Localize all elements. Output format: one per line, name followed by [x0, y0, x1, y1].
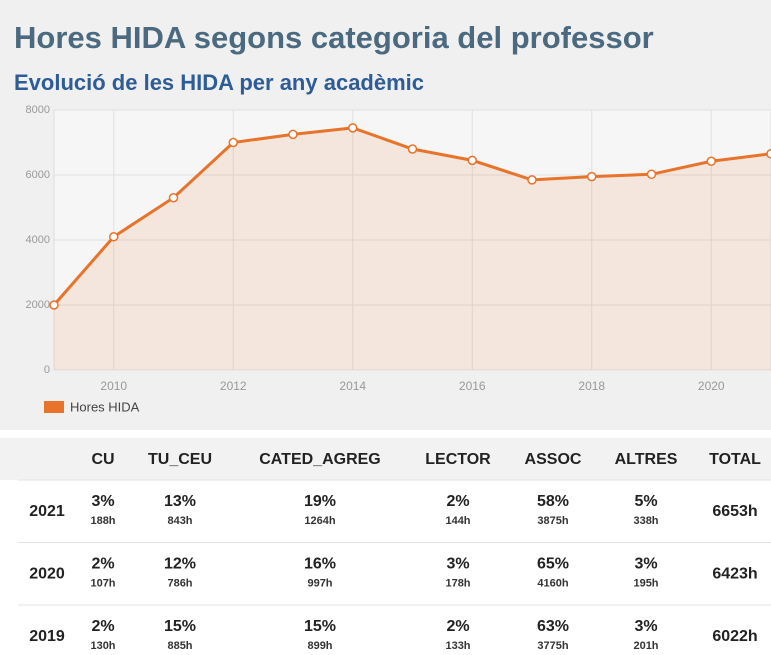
cell-hours: 133h: [445, 640, 470, 652]
cell-hours: 188h: [90, 515, 115, 527]
cell-pct: 2%: [91, 618, 114, 635]
table-header-bg: [0, 438, 771, 480]
area: [54, 127, 771, 370]
point: [407, 144, 418, 154]
column-header: TU_CEU: [148, 451, 212, 468]
point: [587, 171, 597, 182]
cell-hours: 3875h: [537, 515, 568, 527]
cell-pct: 15%: [164, 618, 196, 635]
cell-hours: 195h: [633, 577, 658, 589]
point: [467, 155, 477, 166]
cell-hours: 201h: [633, 640, 658, 652]
point: [646, 169, 657, 180]
x-tick-label: 2016: [459, 379, 486, 393]
row-total: 6653h: [712, 503, 757, 520]
point: [527, 175, 537, 185]
cell-pct: 3%: [91, 493, 114, 510]
page-title: Hores HIDA segons categoria del professo…: [14, 20, 654, 55]
row-year: 2020: [29, 566, 65, 583]
column-header: ASSOC: [525, 451, 582, 468]
point: [49, 300, 59, 310]
cell-pct: 16%: [304, 556, 336, 573]
row-year: 2019: [29, 628, 65, 645]
y-tick-label: 4000: [26, 234, 50, 246]
cell-hours: 997h: [307, 577, 332, 589]
row-total: 6423h: [712, 566, 757, 583]
column-header: CATED_AGREG: [259, 451, 381, 468]
cell-hours: 144h: [445, 515, 470, 527]
column-header: ALTRES: [615, 451, 678, 468]
chart-title: Evolució de les HIDA per any acadèmic: [14, 70, 424, 95]
x-tick-label: 2012: [220, 379, 247, 393]
cell-pct: 19%: [304, 493, 336, 510]
legend-swatch: [44, 401, 64, 413]
column-header: LECTOR: [425, 451, 491, 468]
point: [348, 123, 358, 133]
y-tick-label: 6000: [26, 169, 50, 181]
cell-hours: 3775h: [537, 640, 568, 652]
cell-pct: 12%: [164, 556, 196, 573]
cell-hours: 1264h: [304, 515, 335, 527]
point: [228, 137, 238, 148]
cell-hours: 338h: [633, 515, 658, 527]
cell-hours: 178h: [445, 577, 470, 589]
cell-pct: 58%: [537, 493, 569, 510]
cell-hours: 843h: [167, 515, 192, 527]
legend-label: Hores HIDA: [70, 399, 140, 414]
cell-pct: 3%: [446, 556, 469, 573]
cell-hours: 899h: [307, 640, 332, 652]
column-header: CU: [91, 451, 114, 468]
cell-hours: 786h: [167, 577, 192, 589]
x-tick-label: 2010: [100, 379, 127, 393]
point: [109, 232, 119, 242]
cell-pct: 65%: [537, 556, 569, 573]
cell-hours: 4160h: [537, 577, 568, 589]
y-tick-label: 0: [44, 364, 50, 376]
cell-pct: 2%: [446, 618, 469, 635]
cell-pct: 15%: [304, 618, 336, 635]
cell-pct: 2%: [91, 556, 114, 573]
x-tick-label: 2018: [578, 379, 605, 393]
cell-pct: 13%: [164, 493, 196, 510]
cell-pct: 5%: [634, 493, 657, 510]
cell-pct: 2%: [446, 493, 469, 510]
y-tick-label: 2000: [26, 299, 50, 311]
point: [288, 129, 298, 140]
row-year: 2021: [29, 503, 65, 520]
cell-pct: 3%: [634, 556, 657, 573]
cell-pct: 3%: [634, 618, 657, 635]
cell-pct: 63%: [537, 618, 569, 635]
x-tick-label: 2014: [339, 379, 366, 393]
point: [706, 156, 716, 167]
cell-hours: 885h: [167, 640, 192, 652]
row-total: 6022h: [712, 628, 757, 645]
point: [168, 193, 179, 203]
cell-hours: 130h: [90, 640, 115, 652]
point: [766, 149, 771, 159]
x-tick-label: 2020: [698, 379, 725, 393]
column-header: TOTAL: [709, 451, 761, 468]
y-tick-label: 8000: [26, 104, 50, 116]
cell-hours: 107h: [90, 577, 115, 589]
